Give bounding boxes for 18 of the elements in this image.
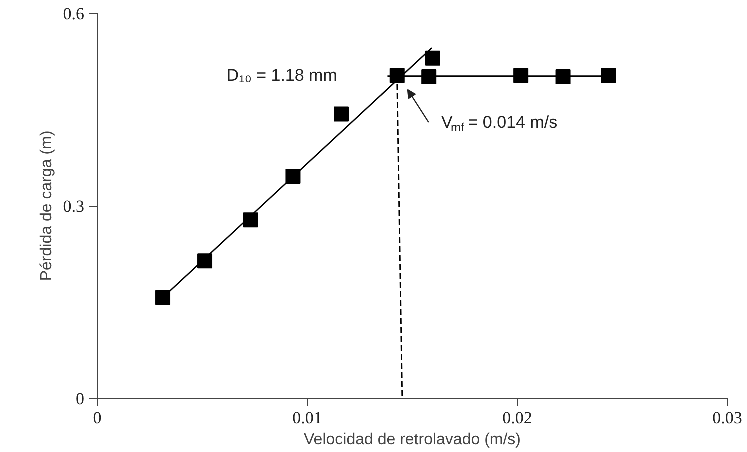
point [514, 68, 529, 84]
point [425, 50, 440, 66]
point [601, 68, 616, 84]
x-tick-label: 0.01 [292, 408, 322, 428]
y-tick-label: 0 [76, 390, 84, 408]
y-tick-label: 0.3 [63, 197, 84, 216]
x-tick-label: 0.03 [712, 408, 742, 428]
point [334, 106, 350, 122]
point [156, 290, 171, 306]
y-axis-title: Pérdida de carga (m) [38, 130, 56, 282]
y-tick-label: 0.6 [63, 4, 84, 24]
x-tick-label: 0 [93, 408, 102, 428]
point [422, 70, 437, 85]
annotation: D₁₀ = 1.18 mm [226, 66, 338, 86]
point [556, 70, 571, 85]
point [243, 212, 258, 228]
x-tick-label: 0.02 [502, 408, 532, 428]
x-axis-title: Velocidad de retrolavado (m/s) [304, 432, 521, 448]
